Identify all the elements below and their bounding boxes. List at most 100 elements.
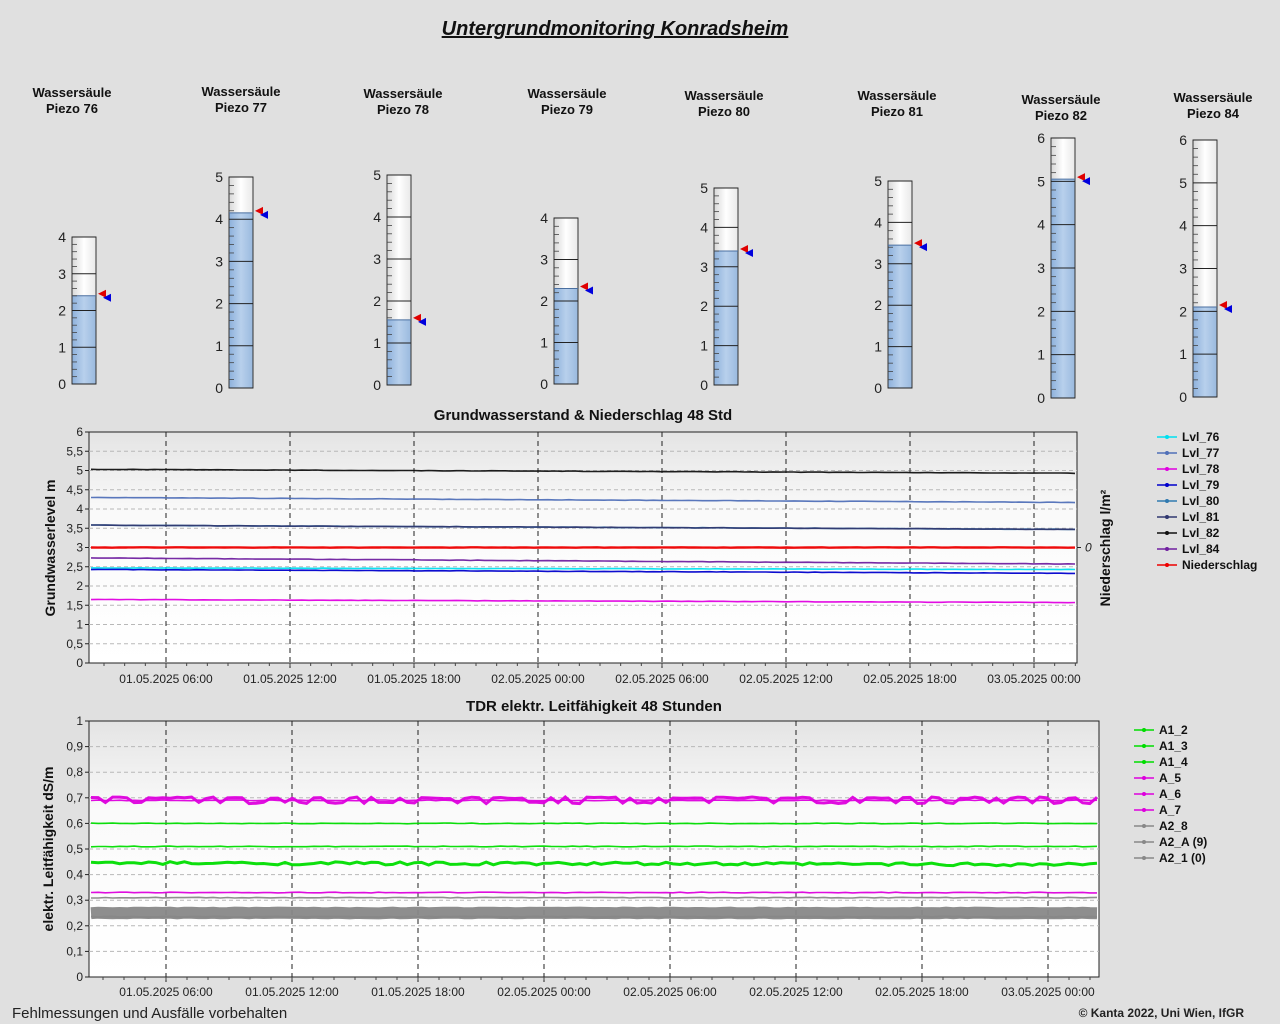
disclaimer-text: Fehlmessungen und Ausfälle vorbehalten [12,1005,288,1022]
gauge-piezo-77: 0 1 2 3 4 5 [215,169,268,396]
y-tick-label: 4,5 [66,483,83,497]
legend-swatch-marker [1165,483,1169,487]
series-line-a-6 [90,891,1097,894]
gauge-tick-label: 4 [540,210,548,226]
gauge-tick-label: 1 [540,335,548,351]
legend-swatch-marker [1142,776,1146,780]
legend-swatch-marker [1142,760,1146,764]
x-tick-label: 01.05.2025 12:00 [243,672,337,686]
legend-swatch-marker [1165,515,1169,519]
gauge-marker-blue [1224,305,1232,314]
gauge-tick-label: 0 [874,380,882,396]
y-tick-label: 3,5 [66,521,83,535]
x-tick-label: 03.05.2025 00:00 [987,672,1081,686]
legend-item: A2_A (9) [1134,835,1207,849]
series-line-lvl-84 [90,557,1076,565]
gauge-tick-label: 2 [215,296,223,312]
conductivity-chart: TDR elektr. Leitfähigkeit 48 Stunden 0 0,1… [40,698,1207,999]
legend-swatch-marker [1142,824,1146,828]
gauge-marker-blue [103,293,111,302]
gauge-tick-label: 5 [373,167,381,183]
legend-swatch-marker [1165,499,1169,503]
gauge-marker-red [255,206,263,215]
gauge-marker-blue [585,286,593,295]
gauge-title-line2: Piezo 77 [214,100,268,115]
gauge-tick-label: 4 [58,229,66,245]
gauge-tick-label: 3 [700,259,708,275]
legend-item: Lvl_84 [1157,542,1220,556]
y-tick-label: 1 [76,714,83,728]
gauge-marker-blue [919,243,927,252]
gauge-marker-red [580,282,588,291]
gauge-title: Wassersäule Piezo 77 [186,84,296,116]
gauge-title: Wassersäule Piezo 79 [512,86,622,118]
x-tick-label: 01.05.2025 12:00 [245,985,339,999]
gauge-tick-label: 3 [540,252,548,268]
gauge-water-fill [554,288,578,384]
y-tick-label: 4 [76,502,83,516]
x-tick-label: 01.05.2025 06:00 [119,672,213,686]
gauge-tick-label: 3 [58,266,66,282]
gauge-marker-red [740,245,748,254]
gauge-tick-label: 5 [874,173,882,189]
legend-label: A1_2 [1159,723,1188,737]
y-tick-label: 0,9 [66,740,83,754]
gauge-tick-label: 3 [373,251,381,267]
legend-item: Lvl_76 [1157,430,1220,444]
gauge-water-fill [1051,179,1075,398]
gauge-title-line1: Wassersäule [527,86,607,101]
gauge-piezo-80: 0 1 2 3 4 5 [700,180,753,393]
gauge-tick-label: 0 [1037,390,1045,406]
series-line-lvl-79 [90,568,1075,575]
x-tick-label: 02.05.2025 18:00 [875,985,969,999]
legend-label: Lvl_80 [1182,494,1220,508]
y-tick-label: 2 [76,579,83,593]
legend-item: Lvl_81 [1157,510,1220,524]
legend-label: A1_4 [1159,755,1188,769]
gauge-tick-label: 1 [1179,346,1187,362]
chart-title: TDR elektr. Leitfähigkeit 48 Stunden [466,698,722,715]
gauge-tick-label: 0 [1179,389,1187,405]
legend-swatch-marker [1142,856,1146,860]
y-tick-label: 6 [76,425,83,439]
gauge-tick-label: 4 [1179,218,1187,234]
legend-label: Lvl_81 [1182,510,1220,524]
y-tick-label: 0,7 [66,791,83,805]
series-line-a-7 [90,799,1098,802]
legend-label: A2_1 (0) [1159,851,1206,865]
legend-swatch-marker [1142,808,1146,812]
y-tick-label: 0,5 [66,842,83,856]
chart-title: Grundwasserstand & Niederschlag 48 Std [434,407,732,424]
y-axis-label: Grundwasserlevel m [42,480,58,617]
legend-swatch-marker [1165,467,1169,471]
gauge-marker-blue [418,317,426,326]
gauge-tick-label: 1 [874,339,882,355]
gauge-title-line2: Piezo 80 [697,104,751,119]
legend-item: A_5 [1134,771,1181,785]
series-line-lvl-81 [91,524,1076,531]
gauge-piezo-79: 0 1 2 3 4 [540,210,593,392]
gauge-tick-label: 2 [540,293,548,309]
legend-label: A1_3 [1159,739,1188,753]
legend-item: Lvl_79 [1157,478,1220,492]
series-line-lvl-77 [90,496,1076,504]
page-title: Untergrundmonitoring Konradsheim [441,18,789,40]
y-tick-label: 0,5 [66,637,83,651]
series-line-a1-2 [90,845,1098,848]
legend-label: Lvl_76 [1182,430,1220,444]
legend-item: Lvl_78 [1157,462,1220,476]
x-tick-label: 01.05.2025 18:00 [367,672,461,686]
gauge-marker-blue [260,210,268,219]
y-tick-label: 1 [76,618,83,632]
gauge-title-line1: Wassersäule [857,88,937,103]
gauge-tick-label: 4 [215,211,223,227]
gauge-marker-red [413,313,421,322]
gauge-piezo-81: 0 1 2 3 4 5 [874,173,927,396]
gauge-tick-label: 0 [58,376,66,392]
gauge-title-line2: Piezo 82 [1034,108,1088,123]
gauge-tick-label: 4 [373,209,381,225]
y-tick-label: 0,6 [66,816,83,830]
gauge-tick-label: 2 [373,293,381,309]
y-tick-label: 0,8 [66,765,83,779]
